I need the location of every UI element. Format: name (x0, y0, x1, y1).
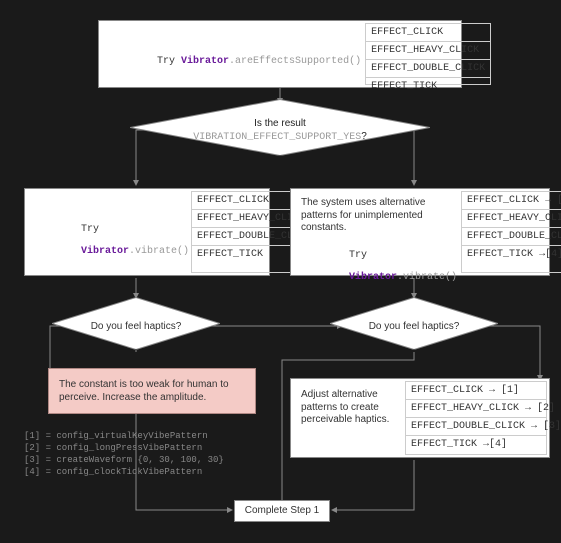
decision-result: Is the result VIBRATION_EFFECT_SUPPORT_Y… (130, 100, 430, 161)
right-map-table: EFFECT_CLICK → [1] EFFECT_HEAVY_CLICK → … (461, 191, 561, 273)
map-cell: EFFECT_HEAVY_CLICK → [2] (462, 210, 561, 228)
map-cell: EFFECT_TICK →[4] (462, 246, 561, 263)
method-vibrate: .vibrate() (397, 272, 457, 283)
top-effects-table: EFFECT_CLICK EFFECT_HEAVY_CLICK EFFECT_D… (365, 23, 491, 85)
map-v: [1] (557, 195, 561, 206)
footnotes: [1] = config_virtualKeyVibePattern [2] =… (24, 430, 224, 479)
map-cell: EFFECT_HEAVY_CLICK → [2] (406, 400, 546, 418)
map-cell: EFFECT_DOUBLE_CLICK → [3] (462, 228, 561, 246)
right-vibrate-box: The system uses alternative patterns for… (290, 188, 550, 276)
d2-label: Do you feel haptics? (61, 320, 211, 333)
try-label: Try (349, 250, 367, 261)
effect-cell: EFFECT_CLICK (366, 24, 490, 42)
try-label: Try (81, 224, 99, 235)
adjust-map-table: EFFECT_CLICK → [1] EFFECT_HEAVY_CLICK → … (405, 381, 547, 455)
left-vibrate-text: Try Vibrator.vibrate() (29, 193, 193, 271)
map-cell: EFFECT_TICK →[4] (406, 436, 546, 453)
decision-haptics-right: Do you feel haptics? (330, 298, 498, 355)
map-k: EFFECT_CLICK (411, 385, 483, 396)
right-vibrate-text: The system uses alternative patterns for… (295, 193, 463, 271)
map-cell: EFFECT_CLICK → [1] (406, 382, 546, 400)
map-k: EFFECT_TICK (467, 249, 533, 260)
footnote-2: [2] = config_longPressVibePattern (24, 442, 224, 454)
class-vibrator: Vibrator (81, 246, 129, 257)
footnote-3: [3] = createWaveform {0, 30, 100, 30} (24, 454, 224, 466)
top-step-box: Try Vibrator.areEffectsSupported() EFFEC… (98, 20, 462, 88)
class-vibrator: Vibrator (181, 56, 229, 67)
left-vibrate-box: Try Vibrator.vibrate() EFFECT_CLICK EFFE… (24, 188, 270, 276)
effect-cell: EFFECT_HEAVY_CLICK (366, 42, 490, 60)
footnote-1: [1] = config_virtualKeyVibePattern (24, 430, 224, 442)
d1-q: ? (361, 131, 367, 142)
map-v: [3] (543, 421, 561, 432)
method-are-effects: .areEffectsSupported() (229, 56, 361, 67)
method-vibrate: .vibrate() (129, 246, 189, 257)
class-vibrator: Vibrator (349, 272, 397, 283)
map-v: [1] (501, 385, 519, 396)
map-k: EFFECT_HEAVY_CLICK (467, 213, 561, 224)
d3-label: Do you feel haptics? (339, 320, 489, 333)
d1-line2: VIBRATION_EFFECT_SUPPORT_YES (193, 132, 361, 143)
map-v: [4] (545, 249, 561, 260)
complete-step-box: Complete Step 1 (234, 500, 330, 522)
try-label: Try (157, 56, 181, 67)
top-try-text: Try Vibrator.areEffectsSupported() (103, 25, 367, 83)
effect-cell: EFFECT_TICK (366, 78, 490, 95)
map-cell: EFFECT_CLICK → [1] (462, 192, 561, 210)
map-k: EFFECT_CLICK (467, 195, 539, 206)
right-desc: The system uses alternative patterns for… (301, 197, 457, 235)
map-k: EFFECT_DOUBLE_CLICK (411, 421, 525, 432)
adjust-text: Adjust alternative patterns to create pe… (295, 383, 407, 453)
adjust-box: Adjust alternative patterns to create pe… (290, 378, 550, 458)
flowchart-canvas: Try Vibrator.areEffectsSupported() EFFEC… (0, 0, 561, 543)
d1-line1: Is the result (254, 118, 306, 129)
map-v: [2] (537, 403, 555, 414)
map-k: EFFECT_HEAVY_CLICK (411, 403, 519, 414)
pink-text: The constant is too weak for human to pe… (59, 378, 245, 404)
map-cell: EFFECT_DOUBLE_CLICK → [3] (406, 418, 546, 436)
decision-haptics-left: Do you feel haptics? (52, 298, 220, 355)
map-k: EFFECT_DOUBLE_CLICK (467, 231, 561, 242)
effect-cell: EFFECT_DOUBLE_CLICK (366, 60, 490, 78)
decision-result-label: Is the result VIBRATION_EFFECT_SUPPORT_Y… (160, 117, 400, 144)
final-text: Complete Step 1 (245, 505, 320, 516)
footnote-4: [4] = config_clockTickVibePattern (24, 466, 224, 478)
map-v: [4] (489, 439, 507, 450)
map-k: EFFECT_TICK (411, 439, 477, 450)
weak-constant-box: The constant is too weak for human to pe… (48, 368, 256, 414)
